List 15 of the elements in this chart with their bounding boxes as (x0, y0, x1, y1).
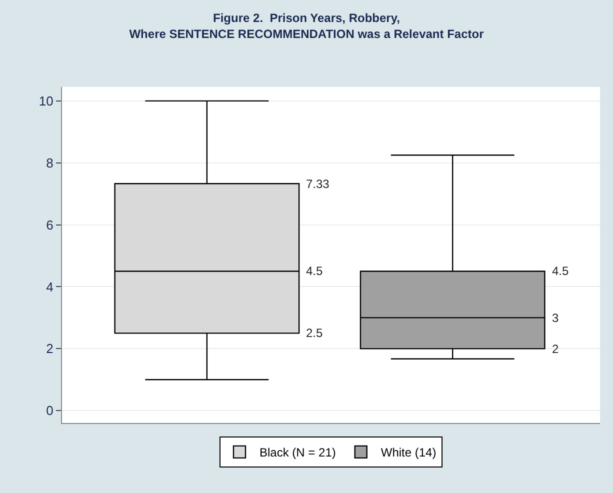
annotation: 4.5 (306, 264, 324, 278)
annotation: 2 (552, 342, 559, 356)
y-tick-label: 2 (46, 341, 54, 356)
y-tick-label: 4 (46, 279, 54, 294)
legend-label: Black (N = 21) (260, 446, 336, 460)
annotation: 2.5 (306, 326, 324, 340)
y-tick-label: 10 (38, 93, 54, 108)
y-tick-label: 6 (46, 217, 54, 232)
legend-label: White (14) (380, 446, 436, 460)
annotation: 3 (552, 311, 559, 325)
y-tick-label: 8 (46, 155, 54, 170)
annotation: 7.33 (306, 177, 330, 191)
y-tick-label: 0 (46, 403, 54, 418)
annotation: 4.5 (552, 264, 570, 278)
chart-title: Figure 2. Prison Years, Robbery, Where SENTENCE RECOMMENDATION was a Relevant Factor (129, 11, 484, 41)
